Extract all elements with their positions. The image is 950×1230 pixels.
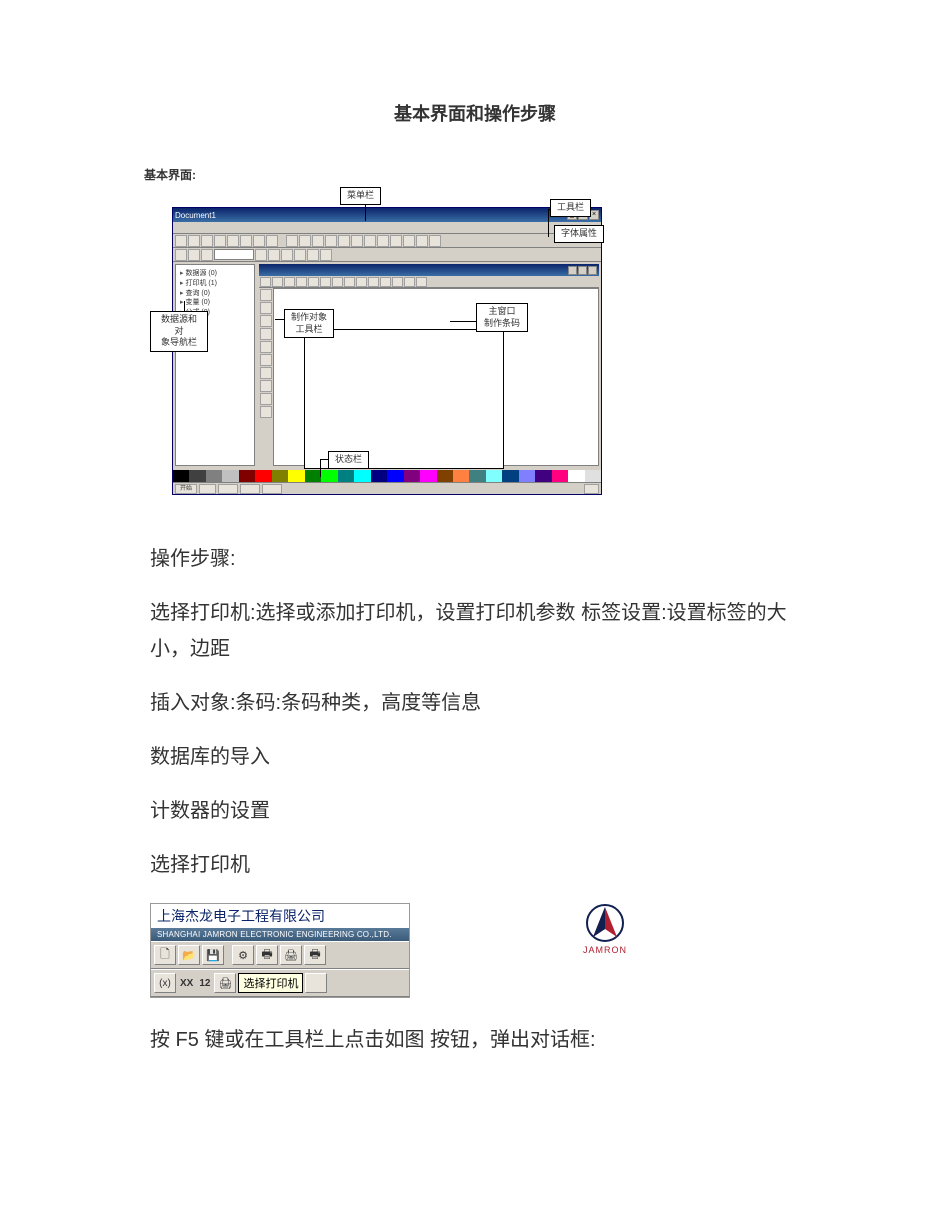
callout-nav: 数据源和对 象导航栏 — [150, 311, 208, 352]
canvas-titlebar — [259, 264, 599, 276]
brand-name: JAMRON — [570, 945, 640, 955]
button-extra[interactable] — [305, 973, 327, 993]
print-button[interactable] — [280, 945, 302, 965]
palette-swatch[interactable] — [568, 470, 584, 482]
callout-font: 字体属性 — [554, 225, 604, 243]
callout-menubar: 菜单栏 — [340, 187, 381, 205]
palette-swatch[interactable] — [404, 470, 420, 482]
print-setup-button[interactable] — [232, 945, 254, 965]
palette-swatch[interactable] — [206, 470, 222, 482]
company-name-cn: 上海杰龙电子工程有限公司 — [151, 904, 409, 928]
callout-object-toolbar: 制作对象 工具栏 — [284, 309, 334, 338]
jamron-logo-icon — [585, 903, 625, 943]
tray[interactable] — [584, 484, 599, 494]
palette-swatch[interactable] — [354, 470, 370, 482]
toolbar-screenshot: 上海杰龙电子工程有限公司 SHANGHAI JAMRON ELECTRONIC … — [150, 903, 410, 998]
titlebar: Document1 _ □ × — [173, 208, 601, 222]
canvas-zone — [259, 264, 599, 466]
object-toolbar[interactable] — [259, 288, 273, 466]
palette-swatch[interactable] — [502, 470, 518, 482]
palette-swatch[interactable] — [535, 470, 551, 482]
start-button[interactable]: 开始 — [175, 484, 197, 494]
var-button[interactable]: (x) — [154, 973, 176, 993]
canvas-max-icon[interactable] — [578, 266, 587, 275]
final-instruction: 按 F5 键或在工具栏上点击如图 按钮，弹出对话框: — [150, 1022, 800, 1058]
palette-swatch[interactable] — [469, 470, 485, 482]
step-2: 插入对象:条码:条码种类，高度等信息 — [150, 685, 800, 721]
palette-swatch[interactable] — [321, 470, 337, 482]
palette-swatch[interactable] — [453, 470, 469, 482]
step-3: 数据库的导入 — [150, 739, 800, 775]
palette-swatch[interactable] — [437, 470, 453, 482]
callout-statusbar: 状态栏 — [328, 451, 369, 469]
printer-icon — [218, 977, 232, 990]
company-name-en: SHANGHAI JAMRON ELECTRONIC ENGINEERING C… — [151, 928, 409, 941]
callout-toolbar: 工具栏 — [550, 199, 591, 217]
save-icon — [206, 949, 220, 962]
section-label: 基本界面: — [144, 166, 800, 183]
palette-swatch[interactable] — [239, 470, 255, 482]
document-title: 基本界面和操作步骤 — [150, 100, 800, 126]
save-button[interactable] — [202, 945, 224, 965]
palette-swatch[interactable] — [272, 470, 288, 482]
select-printer-button[interactable] — [214, 973, 236, 993]
step-1: 选择打印机:选择或添加打印机，设置打印机参数 标签设置:设置标签的大小，边距 — [150, 595, 800, 667]
new-button[interactable] — [154, 945, 176, 965]
printer-icon — [309, 945, 320, 966]
open-icon — [182, 949, 196, 962]
canvas-min-icon[interactable] — [568, 266, 577, 275]
palette-swatch[interactable] — [519, 470, 535, 482]
open-button[interactable] — [178, 945, 200, 965]
palette-swatch[interactable] — [173, 470, 189, 482]
xx-label: XX — [178, 978, 195, 989]
navigator-pane[interactable]: 数据源 (0) 打印机 (1) 查询 (0) 变量 (0) 公式 (0) — [175, 264, 255, 466]
toolbar-row-1 — [151, 941, 409, 969]
app-window: Document1 _ □ × — [172, 207, 602, 495]
num-label: 12 — [197, 978, 212, 989]
step-4: 计数器的设置 — [150, 793, 800, 829]
palette-swatch[interactable] — [552, 470, 568, 482]
menubar[interactable] — [173, 222, 601, 234]
palette-swatch[interactable] — [420, 470, 436, 482]
label-outline[interactable] — [304, 329, 504, 469]
palette-swatch[interactable] — [387, 470, 403, 482]
canvas-close-icon[interactable] — [588, 266, 597, 275]
taskbar: 开始 — [173, 482, 601, 494]
canvas-toolbar[interactable] — [259, 276, 599, 288]
palette-swatch[interactable] — [255, 470, 271, 482]
palette-swatch[interactable] — [338, 470, 354, 482]
print-preview-button[interactable] — [256, 945, 278, 965]
printer-icon — [284, 949, 298, 962]
brand-logo: JAMRON — [570, 903, 640, 955]
tooltip: 选择打印机 — [238, 973, 303, 993]
step-5: 选择打印机 — [150, 847, 800, 883]
palette-swatch[interactable] — [371, 470, 387, 482]
new-icon — [160, 945, 170, 966]
palette-swatch[interactable] — [222, 470, 238, 482]
gear-icon — [238, 949, 248, 962]
color-palette[interactable] — [173, 470, 601, 482]
printer-icon — [261, 945, 272, 966]
palette-swatch[interactable] — [305, 470, 321, 482]
palette-swatch[interactable] — [585, 470, 601, 482]
palette-swatch[interactable] — [288, 470, 304, 482]
font-toolbar[interactable] — [173, 248, 601, 262]
callout-main-window: 主窗口 制作条码 — [476, 303, 528, 332]
print-button-2[interactable] — [304, 945, 326, 965]
palette-swatch[interactable] — [486, 470, 502, 482]
toolbar-row-2: (x) XX 12 选择打印机 — [151, 969, 409, 997]
palette-swatch[interactable] — [189, 470, 205, 482]
annotated-screenshot: 菜单栏 工具栏 字体属性 制作对象 工具栏 主窗口 制作条码 数据源和对 象导航… — [150, 191, 620, 511]
main-toolbar[interactable] — [173, 234, 601, 248]
steps-heading: 操作步骤: — [150, 541, 800, 577]
